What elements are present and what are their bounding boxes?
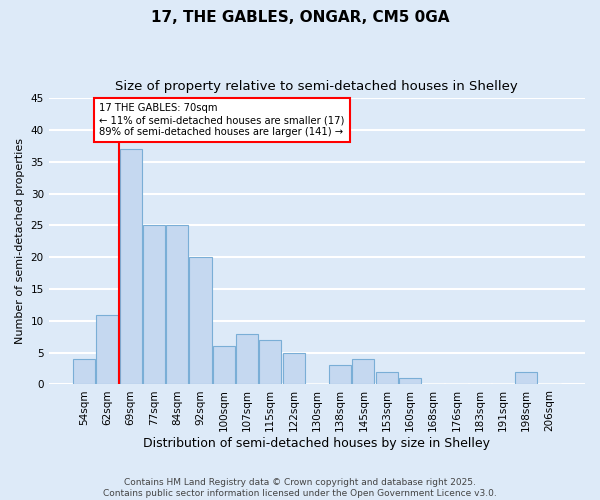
Bar bbox=[143, 226, 165, 384]
Bar bbox=[399, 378, 421, 384]
Text: Contains HM Land Registry data © Crown copyright and database right 2025.
Contai: Contains HM Land Registry data © Crown c… bbox=[103, 478, 497, 498]
Bar bbox=[73, 359, 95, 384]
Text: 17, THE GABLES, ONGAR, CM5 0GA: 17, THE GABLES, ONGAR, CM5 0GA bbox=[151, 10, 449, 25]
Title: Size of property relative to semi-detached houses in Shelley: Size of property relative to semi-detach… bbox=[115, 80, 518, 93]
Bar bbox=[329, 366, 351, 384]
Bar bbox=[119, 149, 142, 384]
Bar bbox=[283, 352, 305, 384]
Bar bbox=[97, 314, 118, 384]
Bar bbox=[376, 372, 398, 384]
X-axis label: Distribution of semi-detached houses by size in Shelley: Distribution of semi-detached houses by … bbox=[143, 437, 490, 450]
Text: 17 THE GABLES: 70sqm
← 11% of semi-detached houses are smaller (17)
89% of semi-: 17 THE GABLES: 70sqm ← 11% of semi-detac… bbox=[99, 104, 344, 136]
Bar bbox=[166, 226, 188, 384]
Bar bbox=[352, 359, 374, 384]
Bar bbox=[515, 372, 538, 384]
Bar bbox=[236, 334, 258, 384]
Y-axis label: Number of semi-detached properties: Number of semi-detached properties bbox=[15, 138, 25, 344]
Bar bbox=[190, 258, 212, 384]
Bar bbox=[212, 346, 235, 385]
Bar bbox=[259, 340, 281, 384]
